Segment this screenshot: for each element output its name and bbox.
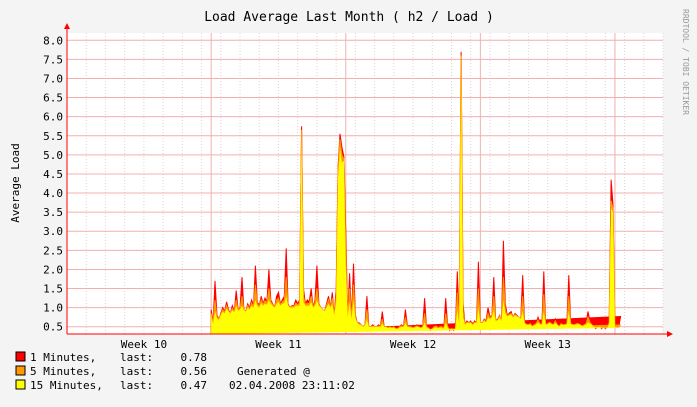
legend-generated-text: 02.04.2008 23:11:02 [229, 379, 355, 392]
axes [64, 23, 673, 337]
y-tick-labels: 0.5 1.0 1.5 2.0 2.5 3.0 3.5 4.0 4.5 5.0 5.5 6.0 6.5 7… [43, 34, 63, 333]
x-tick-labels: Week 10 Week 11 Week 12 Week 13 [121, 338, 571, 351]
y-tick-label: 3.5 [43, 206, 63, 219]
y-tick-label: 2.0 [43, 263, 63, 276]
legend-last-label: last: [120, 379, 153, 392]
x-tick-label: Week 11 [255, 338, 301, 351]
legend-last-value: 0.56 [181, 365, 208, 378]
legend: 1 Minutes, last: 0.78 5 Minutes, last: 0.56 Ge… [15, 351, 355, 392]
y-tick-label: 7.0 [43, 72, 63, 85]
y-tick-label: 6.0 [43, 111, 63, 124]
series-areas [210, 51, 622, 334]
y-tick-label: 3.0 [43, 225, 63, 238]
x-tick-label: Week 12 [390, 338, 436, 351]
legend-last-label: last: [120, 365, 153, 378]
y-tick-label: 2.5 [43, 244, 63, 257]
y-tick-label: 5.5 [43, 130, 63, 143]
y-tick-label: 1.5 [43, 283, 63, 296]
y-tick-label: 1.0 [43, 302, 63, 315]
y-axis-arrow [64, 23, 70, 29]
legend-swatch [15, 351, 26, 362]
legend-swatch [15, 365, 26, 376]
y-tick-label: 5.0 [43, 149, 63, 162]
plot-canvas [67, 33, 663, 334]
legend-series-name: 1 Minutes, [30, 351, 96, 364]
legend-last-value: 0.78 [181, 351, 208, 364]
series-area-5-minutes [210, 55, 622, 334]
y-tick-label: 7.5 [43, 53, 63, 66]
legend-series-name: 15 Minutes, [30, 379, 103, 392]
x-tick-label: Week 10 [121, 338, 167, 351]
series-area-15-minutes [211, 63, 621, 334]
chart-title: Load Average Last Month ( h2 / Load ) [204, 10, 494, 25]
y-axis-label: Average Load [9, 143, 22, 222]
rrdtool-watermark: RRDTOOL / TOBI OETIKER [681, 9, 690, 115]
y-tick-label: 4.0 [43, 187, 63, 200]
x-axis-arrow [667, 331, 673, 337]
legend-series-name: 5 Minutes, [30, 365, 96, 378]
y-tick-label: 4.5 [43, 168, 63, 181]
legend-last-label: last: [120, 351, 153, 364]
legend-last-value: 0.47 [181, 379, 208, 392]
legend-swatch [15, 379, 26, 390]
y-tick-label: 0.5 [43, 321, 63, 334]
legend-generated-text: Generated @ [237, 365, 310, 378]
y-tick-label: 8.0 [43, 34, 63, 47]
x-tick-label: Week 13 [524, 338, 570, 351]
y-tick-label: 6.5 [43, 92, 63, 105]
